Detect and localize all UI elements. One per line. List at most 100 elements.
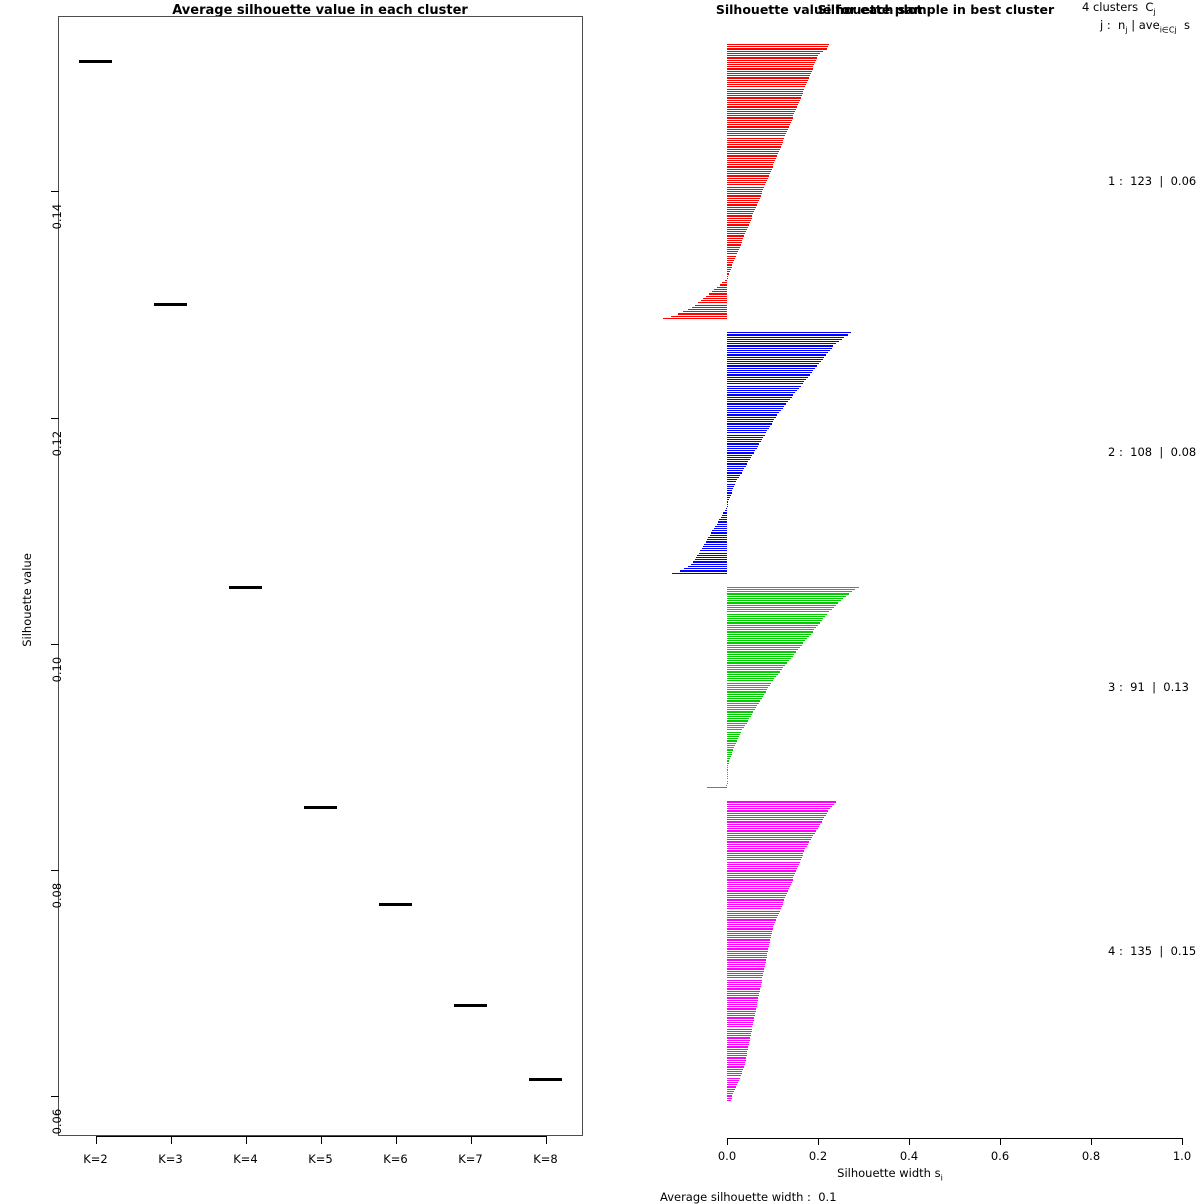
silhouette-bar bbox=[727, 888, 789, 890]
silhouette-bar bbox=[727, 119, 792, 121]
silhouette-bar bbox=[727, 990, 760, 992]
silhouette-bar bbox=[727, 412, 779, 414]
silhouette-bar bbox=[727, 935, 772, 937]
silhouette-x-axis-label-subscript: i bbox=[940, 1173, 943, 1183]
silhouette-bar bbox=[727, 421, 773, 423]
silhouette-bar bbox=[727, 215, 753, 217]
silhouette-bar bbox=[727, 720, 748, 722]
left-x-tick-label: K=5 bbox=[308, 1152, 333, 1166]
silhouette-bar bbox=[727, 1019, 754, 1021]
silhouette-bar bbox=[727, 483, 736, 485]
silhouette-bar bbox=[727, 857, 802, 859]
silhouette-bar bbox=[727, 336, 845, 338]
silhouette-bar bbox=[727, 374, 810, 376]
silhouette-bar bbox=[727, 202, 758, 204]
silhouette-bar bbox=[727, 753, 732, 755]
silhouette-bar bbox=[727, 52, 821, 55]
silhouette-bar bbox=[727, 144, 782, 146]
silhouette-bar bbox=[727, 955, 768, 957]
silhouette-bar bbox=[727, 441, 761, 443]
silhouette-bar bbox=[727, 1017, 755, 1019]
silhouette-bar bbox=[727, 135, 786, 137]
silhouette-bar bbox=[727, 874, 795, 877]
silhouette-bar bbox=[709, 534, 727, 536]
silhouette-bar bbox=[727, 378, 807, 381]
silhouette-bar bbox=[727, 611, 830, 613]
silhouette-bar bbox=[727, 75, 810, 77]
silhouette-bar bbox=[727, 237, 744, 239]
silhouette-bar bbox=[727, 68, 813, 70]
silhouette-bar bbox=[727, 141, 783, 144]
silhouette-bar bbox=[727, 264, 733, 266]
silhouette-bar bbox=[727, 1077, 740, 1079]
silhouette-bar bbox=[727, 1041, 750, 1044]
silhouette-bar bbox=[727, 481, 737, 483]
silhouette-bar bbox=[684, 568, 727, 570]
silhouette-bar bbox=[727, 376, 808, 378]
silhouette-header-line2-text: j : n bbox=[1100, 18, 1126, 32]
silhouette-bar bbox=[727, 447, 757, 450]
silhouette-bar bbox=[727, 204, 758, 206]
silhouette-bar bbox=[727, 609, 832, 611]
silhouette-x-tick-label: 0.2 bbox=[808, 1149, 828, 1163]
silhouette-bar bbox=[727, 248, 739, 251]
silhouette-bar bbox=[727, 952, 768, 954]
silhouette-bar bbox=[727, 199, 759, 202]
silhouette-bar bbox=[701, 548, 727, 550]
silhouette-bar bbox=[727, 593, 849, 595]
silhouette-x-tick-label: 0.0 bbox=[717, 1149, 737, 1163]
silhouette-bar bbox=[697, 554, 727, 556]
silhouette-bar bbox=[727, 1055, 747, 1057]
silhouette-bar bbox=[727, 830, 817, 832]
silhouette-bar bbox=[727, 631, 813, 633]
silhouette-bar bbox=[727, 642, 804, 644]
silhouette-bar bbox=[727, 1037, 751, 1039]
silhouette-x-tick bbox=[1000, 1138, 1001, 1145]
silhouette-bar bbox=[727, 724, 746, 727]
silhouette-bar bbox=[727, 219, 751, 222]
silhouette-bar bbox=[727, 988, 761, 990]
silhouette-bar bbox=[708, 536, 727, 539]
silhouette-x-tick bbox=[1091, 1138, 1092, 1145]
silhouette-bar bbox=[725, 280, 727, 282]
silhouette-bar bbox=[727, 808, 831, 810]
silhouette-bar bbox=[727, 50, 824, 52]
silhouette-bar bbox=[727, 1044, 749, 1046]
silhouette-bar bbox=[727, 210, 755, 213]
silhouette-bar bbox=[727, 349, 830, 352]
silhouette-bar bbox=[727, 709, 755, 711]
silhouette-bar bbox=[727, 769, 728, 771]
silhouette-bar bbox=[727, 387, 799, 389]
silhouette-bar bbox=[727, 841, 810, 843]
silhouette-bar bbox=[727, 113, 795, 115]
silhouette-bar bbox=[727, 434, 765, 436]
silhouette-bar bbox=[697, 302, 727, 304]
left-x-tick-label: K=4 bbox=[233, 1152, 258, 1166]
silhouette-bar bbox=[727, 168, 772, 170]
left-y-tick bbox=[51, 191, 59, 193]
silhouette-bar bbox=[727, 363, 819, 365]
silhouette-bar bbox=[727, 881, 792, 883]
silhouette-bar bbox=[727, 910, 780, 912]
silhouette-bar bbox=[727, 678, 775, 680]
silhouette-bar bbox=[727, 99, 800, 101]
silhouette-bar bbox=[727, 128, 788, 130]
silhouette-x-axis-line bbox=[727, 1138, 1182, 1139]
silhouette-bar bbox=[727, 890, 788, 892]
silhouette-bar bbox=[727, 950, 768, 952]
silhouette-bar bbox=[727, 1039, 750, 1041]
silhouette-bar bbox=[727, 57, 818, 59]
silhouette-bar bbox=[726, 784, 727, 787]
silhouette-bar bbox=[727, 653, 795, 655]
silhouette-bar bbox=[711, 532, 727, 534]
left-x-tick bbox=[245, 1136, 247, 1144]
silhouette-bar bbox=[727, 1050, 748, 1052]
left-x-tick bbox=[545, 1136, 547, 1144]
silhouette-bar bbox=[727, 425, 771, 427]
left-x-tick bbox=[470, 1136, 472, 1144]
silhouette-bar bbox=[727, 501, 728, 503]
silhouette-plot-panel: Silhouette plot Silhouette value for eac… bbox=[620, 0, 1200, 1202]
silhouette-bar bbox=[727, 773, 728, 775]
silhouette-bar bbox=[727, 877, 794, 879]
silhouette-bar bbox=[727, 589, 856, 591]
